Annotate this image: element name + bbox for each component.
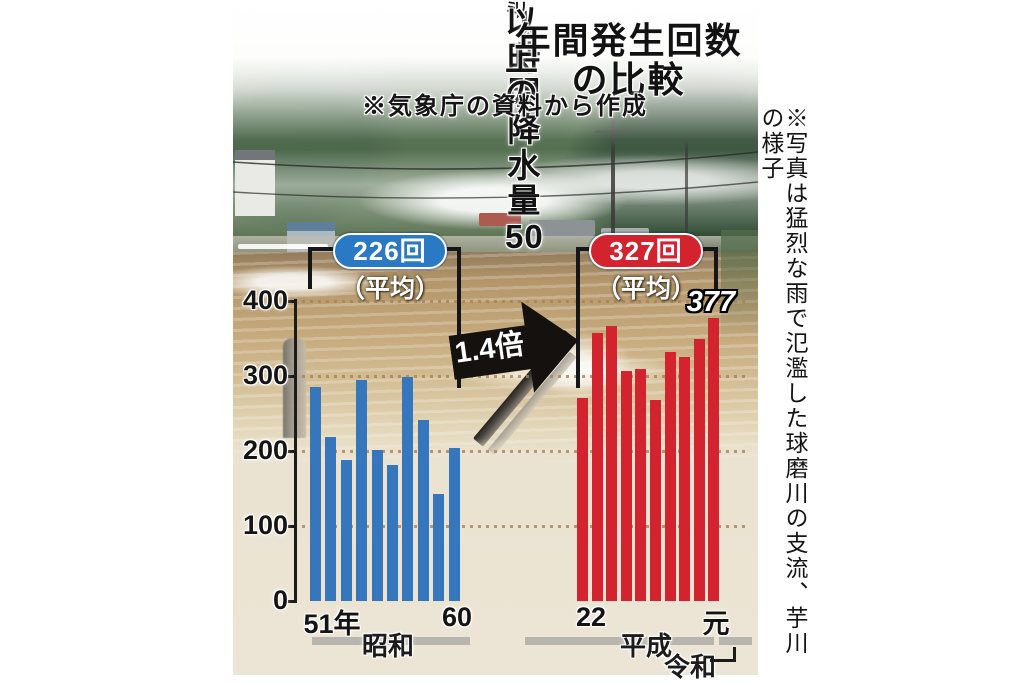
y-axis-label: 400 (242, 285, 288, 315)
bar (708, 318, 720, 601)
bar (387, 465, 398, 601)
chart-title: 1時間降水量50 ミリ以上の 年間発生回数の比較 (258, 1, 752, 254)
x-label-heisei-last: 元 (702, 609, 730, 639)
y-axis-tick (287, 524, 296, 528)
bar (310, 387, 321, 601)
photo-caption: ※写真は猛烈な雨で氾濫した球磨川の支流、芋川の様子 (757, 106, 807, 656)
reiwa-era-band (719, 637, 752, 645)
bar (591, 332, 603, 601)
bar (693, 338, 705, 601)
heisei-average-sub: （平均） (595, 275, 696, 303)
guardrail (238, 244, 328, 249)
bar (664, 352, 676, 601)
title-line2: 年間発生回数の比較 (514, 20, 743, 101)
bar (448, 448, 460, 601)
y-axis-tick (287, 374, 296, 378)
bar (371, 450, 383, 601)
bar (433, 493, 445, 601)
showa-era-band (312, 637, 470, 645)
fog-overlay (233, 0, 758, 150)
y-axis-label: 300 (242, 360, 288, 390)
reiwa-connector-horizontal (710, 659, 736, 662)
house-roof (479, 213, 521, 226)
heisei-average-pill: 327回 (589, 233, 703, 269)
riverbank-foliage (721, 230, 758, 340)
showa-average-pill: 226回 (333, 233, 447, 269)
multiplier-label: 1.4倍 (452, 328, 527, 370)
bar (577, 397, 588, 601)
gridline (302, 374, 748, 378)
heisei-bracket-right (714, 247, 718, 289)
heisei-bracket-left (576, 247, 580, 388)
y-axis-label: 0 (272, 585, 288, 615)
gridline (302, 449, 748, 453)
y-axis-tick (287, 599, 296, 603)
y-axis-label: 100 (242, 510, 288, 540)
bar (620, 370, 632, 601)
bar (417, 420, 429, 601)
bar (356, 379, 368, 601)
heisei-era-label: 平成 (619, 632, 672, 661)
bar (340, 460, 352, 601)
reiwa-connector-vertical (733, 647, 736, 662)
x-label-heisei-first: 22 (575, 602, 607, 632)
house (235, 150, 275, 216)
showa-bracket-left (308, 247, 312, 289)
showa-average-sub: （平均） (339, 275, 440, 303)
bar (402, 376, 414, 601)
source-note: ※気象庁の資料から作成 (362, 94, 648, 120)
reiwa-era-label: 令和 (663, 653, 716, 682)
peak-value-label: 377 (686, 286, 736, 318)
y-axis-tick (287, 449, 296, 453)
bar (635, 369, 647, 601)
bar (679, 356, 691, 601)
x-label-showa-first: 51年 (303, 609, 361, 639)
y-axis-tick (287, 299, 296, 303)
bar (325, 436, 337, 601)
bar (650, 400, 661, 601)
bar (606, 325, 618, 601)
y-axis-label: 200 (242, 435, 288, 465)
house-roof (529, 220, 595, 236)
x-label-showa-last: 60 (441, 602, 473, 632)
showa-era-label: 昭和 (361, 632, 414, 661)
gridline (302, 524, 748, 528)
showa-bracket-right (457, 247, 461, 388)
heisei-era-band (525, 637, 714, 645)
gridline (302, 299, 748, 303)
